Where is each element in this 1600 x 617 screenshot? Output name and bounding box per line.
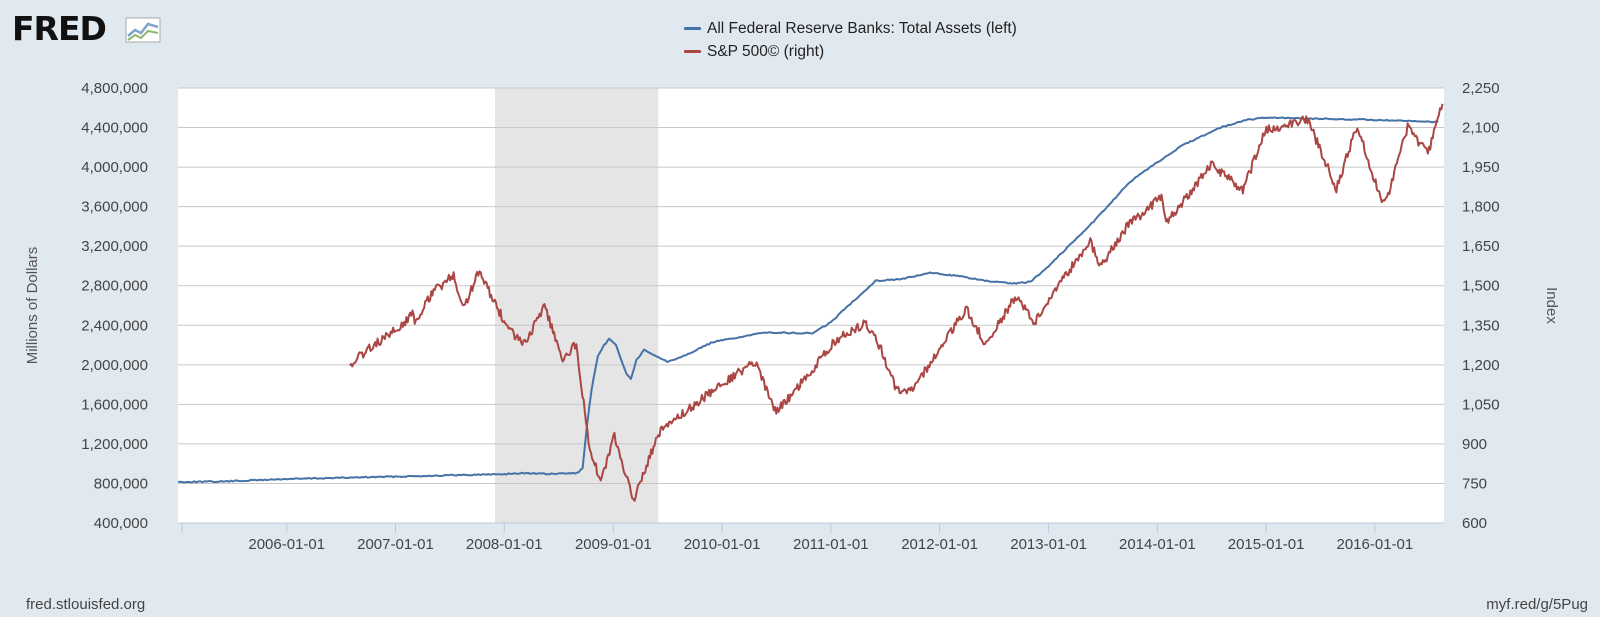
series-line-1 [349, 103, 1444, 502]
y-left-tick-label: 1,200,000 [81, 436, 148, 453]
x-tick-label: 2010-01-01 [684, 536, 761, 553]
y-right-tick-label: 1,950 [1462, 159, 1500, 176]
y-right-tick-label: 1,650 [1462, 238, 1500, 255]
y-left-tick-label: 4,400,000 [81, 120, 148, 137]
chart-legend: All Federal Reserve Banks: Total Assets … [684, 17, 1017, 63]
y-right-tick-label: 1,200 [1462, 357, 1500, 374]
y-left-tick-label: 2,800,000 [81, 278, 148, 295]
x-tick-label: 2015-01-01 [1228, 536, 1305, 553]
x-tick-label: 2009-01-01 [575, 536, 652, 553]
fred-logo[interactable]: FRED [12, 8, 162, 48]
y-right-tick-label: 2,100 [1462, 120, 1500, 137]
y-right-tick-label: 900 [1462, 436, 1487, 453]
footer-source[interactable]: fred.stlouisfed.org [26, 596, 146, 613]
plot-area [178, 88, 1444, 523]
x-tick-label: 2013-01-01 [1010, 536, 1087, 553]
y-right-tick-label: 1,350 [1462, 317, 1500, 334]
series-line-0 [177, 116, 1439, 484]
y-left-tick-label: 400,000 [94, 515, 148, 532]
x-tick-label: 2014-01-01 [1119, 536, 1196, 553]
y-left-tick-label: 2,400,000 [81, 317, 148, 334]
x-tick-label: 2011-01-01 [793, 536, 869, 553]
y-right-tick-label: 1,500 [1462, 278, 1500, 295]
y-left-tick-label: 3,200,000 [81, 238, 148, 255]
y-right-tick-label: 2,250 [1462, 80, 1500, 97]
recession-shading [495, 88, 659, 523]
y-right-tick-label: 1,050 [1462, 396, 1500, 413]
y-left-tick-label: 4,800,000 [81, 80, 148, 97]
logo-text: FRED [12, 9, 107, 48]
legend-swatch-blue [684, 27, 701, 30]
y-right-tick-label: 600 [1462, 515, 1487, 532]
y-left-axis-title: Millions of Dollars [24, 247, 41, 365]
y-left-tick-label: 4,000,000 [81, 159, 148, 176]
x-tick-label: 2012-01-01 [901, 536, 978, 553]
x-tick-label: 2016-01-01 [1337, 536, 1414, 553]
legend-item-sp500[interactable]: S&P 500© (right) [684, 40, 1017, 63]
y-right-axis-title: Index [1543, 287, 1560, 324]
y-right-tick-label: 750 [1462, 475, 1487, 492]
y-left-tick-label: 1,600,000 [81, 396, 148, 413]
y-left-tick-label: 800,000 [94, 475, 148, 492]
legend-item-total-assets[interactable]: All Federal Reserve Banks: Total Assets … [684, 17, 1017, 40]
legend-label: S&P 500© (right) [707, 42, 825, 60]
x-tick-label: 2006-01-01 [248, 536, 325, 553]
y-left-tick-label: 2,000,000 [81, 357, 148, 374]
legend-label: All Federal Reserve Banks: Total Assets … [707, 19, 1017, 37]
chart-logo-icon [125, 17, 161, 43]
y-left-tick-label: 3,600,000 [81, 199, 148, 216]
legend-swatch-red [684, 50, 701, 53]
x-tick-label: 2007-01-01 [357, 536, 434, 553]
y-right-tick-label: 1,800 [1462, 199, 1500, 216]
x-tick-label: 2008-01-01 [466, 536, 543, 553]
footer-short-link[interactable]: myf.red/g/5Pug [1486, 596, 1588, 613]
